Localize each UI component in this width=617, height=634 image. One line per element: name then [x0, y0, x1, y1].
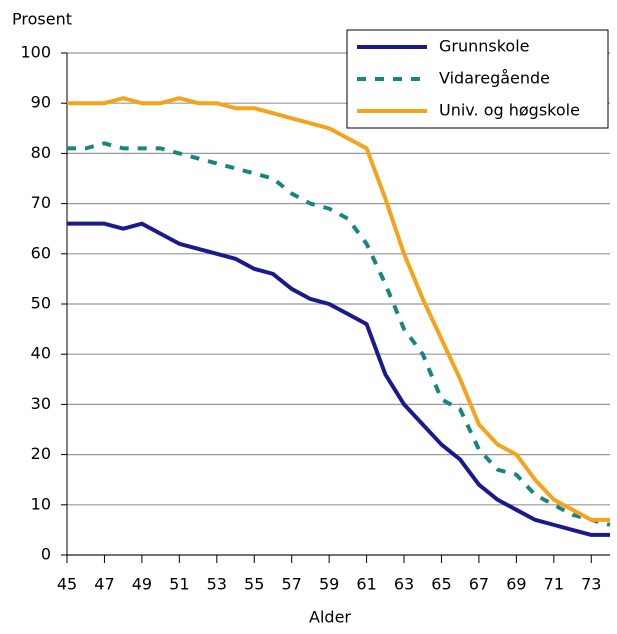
- y-tick-label: 40: [31, 344, 51, 363]
- y-tick-label: 100: [20, 43, 51, 62]
- x-tick-label: 73: [581, 575, 601, 594]
- y-tick-label: 80: [31, 143, 51, 162]
- x-tick-label: 51: [169, 575, 189, 594]
- x-axis-label: Alder: [309, 608, 351, 627]
- x-tick-label: 71: [544, 575, 564, 594]
- x-tick-label: 57: [282, 575, 302, 594]
- y-tick-label: 30: [31, 394, 51, 413]
- y-tick-label: 60: [31, 243, 51, 262]
- series-line: [67, 141, 611, 527]
- x-tick-label: 55: [244, 575, 264, 594]
- x-tick-label: 59: [319, 575, 339, 594]
- y-tick-label: 20: [31, 444, 51, 463]
- series-line: [67, 221, 610, 537]
- x-tick-label: 67: [469, 575, 489, 594]
- y-tick-label: 0: [41, 545, 51, 564]
- x-tick-label: 69: [506, 575, 526, 594]
- legend-label: Vidaregående: [439, 69, 550, 88]
- y-axis-label: Prosent: [12, 10, 72, 29]
- x-tick-label: 45: [57, 575, 77, 594]
- y-tick-label: 10: [31, 494, 51, 513]
- legend-label: Grunnskole: [439, 37, 530, 56]
- x-tick-label: 61: [356, 575, 376, 594]
- x-tick-label: 63: [394, 575, 414, 594]
- y-tick-label: 90: [31, 93, 51, 112]
- series-line: [67, 96, 610, 522]
- x-tick-label: 47: [94, 575, 114, 594]
- x-tick-label: 49: [132, 575, 152, 594]
- y-tick-label: 50: [31, 294, 51, 313]
- y-tick-label: 70: [31, 193, 51, 212]
- x-tick-label: 53: [207, 575, 227, 594]
- x-tick-label: 65: [431, 575, 451, 594]
- legend-label: Univ. og høgskole: [439, 101, 580, 120]
